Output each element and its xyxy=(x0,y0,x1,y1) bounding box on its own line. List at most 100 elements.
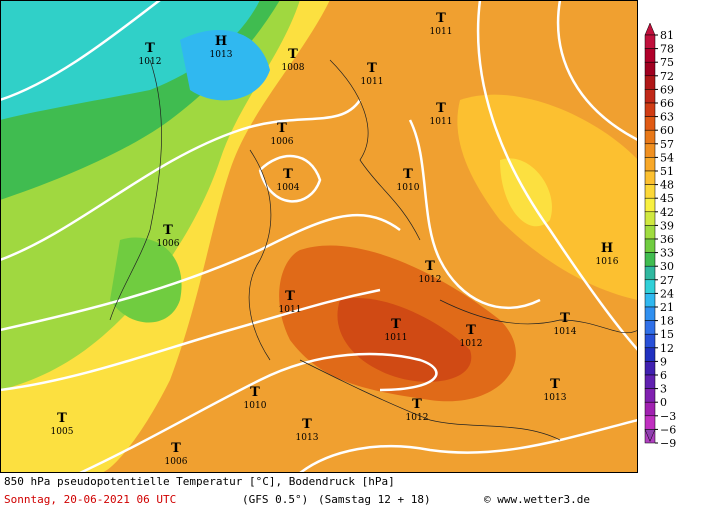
colorbar-cell xyxy=(644,347,656,362)
caption-title: 850 hPa pseudopotentielle Temperatur [°C… xyxy=(4,475,395,488)
pressure-value: 1011 xyxy=(430,27,453,37)
pressure-symbol: T xyxy=(283,167,293,182)
pressure-value: 1012 xyxy=(460,339,483,349)
pressure-value: 1016 xyxy=(596,257,619,267)
pressure-value: 1013 xyxy=(544,393,567,403)
pressure-value: 1012 xyxy=(139,57,162,67)
colorbar-label: 60 xyxy=(660,124,674,137)
colorbar-cell xyxy=(644,211,656,226)
pressure-value: 1014 xyxy=(554,327,577,337)
caption-model: (GFS 0.5°) xyxy=(242,493,308,506)
colorbar-label: 0 xyxy=(660,396,667,409)
pressure-symbol: T xyxy=(250,385,260,400)
colorbar-label: 24 xyxy=(660,287,674,300)
colorbar-cell xyxy=(644,238,656,253)
colorbar-label: 30 xyxy=(660,260,674,273)
colorbar-cell xyxy=(644,415,656,430)
colorbar-label: 42 xyxy=(660,206,674,219)
colorbar-cell xyxy=(644,306,656,321)
colorbar-label: 51 xyxy=(660,165,674,178)
pressure-symbol: T xyxy=(171,441,181,456)
pressure-value: 1008 xyxy=(282,63,305,73)
colorbar-label: 6 xyxy=(660,369,667,382)
colorbar-label: 39 xyxy=(660,219,674,232)
pressure-value: 1013 xyxy=(210,50,233,60)
pressure-symbol: H xyxy=(601,241,613,256)
colorbar-cell xyxy=(644,252,656,267)
colorbar-cell xyxy=(644,401,656,417)
colorbar-cell xyxy=(644,89,656,104)
pressure-value: 1010 xyxy=(397,183,420,193)
pressure-symbol: T xyxy=(436,11,446,26)
pressure-value: 1006 xyxy=(165,457,188,467)
pressure-value: 1005 xyxy=(51,427,74,437)
coastlines xyxy=(109,59,638,441)
colorbar-label: 63 xyxy=(660,111,674,124)
colorbar-cell xyxy=(644,333,656,349)
pressure-value: 1013 xyxy=(296,433,319,443)
colorbar-label: 33 xyxy=(660,247,674,260)
colorbar-label: 66 xyxy=(660,97,674,110)
colorbar-cell xyxy=(644,293,656,308)
colorbar-cell xyxy=(644,129,656,145)
pressure-value: 1011 xyxy=(385,333,408,343)
pressure-value: 1011 xyxy=(430,117,453,127)
colorbar-cap xyxy=(644,429,656,443)
pressure-symbol: T xyxy=(550,377,560,392)
colorbar-label: 81 xyxy=(660,29,674,42)
colorbar-cell xyxy=(644,320,656,335)
colorbar-label: 15 xyxy=(660,328,674,341)
pressure-symbol: T xyxy=(163,223,173,238)
colorbar-label: 36 xyxy=(660,233,674,246)
colorbar-cell xyxy=(644,184,656,199)
colorbar-cell xyxy=(644,61,656,77)
isobars xyxy=(0,0,638,473)
colorbar-label: 12 xyxy=(660,342,674,355)
colorbar-label: 27 xyxy=(660,274,674,287)
pressure-symbol: T xyxy=(560,311,570,326)
pressure-symbol: T xyxy=(425,259,435,274)
colorbar-cell xyxy=(644,75,656,90)
colorbar-cell xyxy=(644,34,656,49)
colorbar-label: 18 xyxy=(660,315,674,328)
pressure-symbol: T xyxy=(277,121,287,136)
colorbar-cap xyxy=(644,22,656,36)
pressure-value: 1010 xyxy=(244,401,267,411)
colorbar-cell xyxy=(644,116,656,131)
colorbar-label: −6 xyxy=(660,423,676,436)
pressure-symbol: T xyxy=(391,317,401,332)
colorbar-cell xyxy=(644,170,656,185)
map-frame xyxy=(0,0,638,473)
colorbar-label: 78 xyxy=(660,43,674,56)
colorbar-cell xyxy=(644,361,656,376)
colorbar-label: 45 xyxy=(660,192,674,205)
colorbar-label: 75 xyxy=(660,56,674,69)
pressure-symbol: T xyxy=(57,411,67,426)
colorbar-cell xyxy=(644,279,656,294)
colorbar-label: 69 xyxy=(660,83,674,96)
colorbar-cell xyxy=(644,374,656,389)
pressure-symbol: T xyxy=(145,41,155,56)
pressure-symbol: T xyxy=(436,101,446,116)
pressure-symbol: T xyxy=(302,417,312,432)
colorbar: 8178757269666360575451484542393633302724… xyxy=(644,22,676,450)
pressure-symbol: T xyxy=(466,323,476,338)
pressure-value: 1011 xyxy=(279,305,302,315)
colorbar-cell xyxy=(644,197,656,213)
pressure-value: 1006 xyxy=(157,239,180,249)
colorbar-cell xyxy=(644,48,656,63)
pressure-value: 1011 xyxy=(361,77,384,87)
pressure-symbol: T xyxy=(412,397,422,412)
pressure-value: 1006 xyxy=(271,137,294,147)
caption-credit: © www.wetter3.de xyxy=(484,493,590,506)
colorbar-cell xyxy=(644,143,656,158)
pressure-symbol: T xyxy=(403,167,413,182)
pressure-symbol: T xyxy=(367,61,377,76)
pressure-value: 1012 xyxy=(419,275,442,285)
colorbar-cell xyxy=(644,102,656,117)
pressure-symbol: T xyxy=(285,289,295,304)
